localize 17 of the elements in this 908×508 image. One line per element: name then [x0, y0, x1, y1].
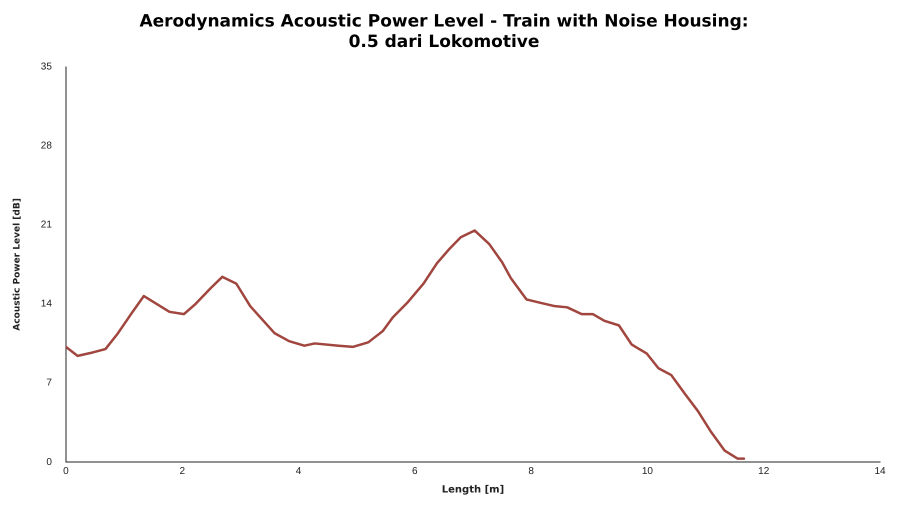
- x-tick-label: 8: [528, 466, 534, 477]
- y-tick-label: 0: [46, 456, 52, 468]
- y-tick-label: 7: [46, 378, 52, 389]
- x-tick-label: 14: [874, 466, 886, 477]
- x-tick-label: 2: [179, 466, 186, 477]
- y-tick-label: 35: [40, 62, 52, 73]
- y-axis-title: Acoustic Power Level [dB]: [12, 198, 23, 331]
- y-tick-label: 14: [40, 298, 52, 310]
- y-tick-label: 21: [40, 220, 52, 231]
- x-tick-label: 12: [758, 466, 770, 477]
- x-axis-title: Length [m]: [442, 484, 504, 496]
- y-tick-label: 28: [40, 140, 52, 152]
- chart-title: Aerodynamics Acoustic Power Level - Train with Noise Housing: 0.5 dari Lokomotive: [139, 12, 749, 52]
- x-tick-label: 0: [63, 466, 70, 477]
- x-tick-label: 4: [296, 466, 302, 477]
- x-tick-label: 10: [642, 466, 654, 477]
- x-tick-label: 6: [412, 466, 418, 477]
